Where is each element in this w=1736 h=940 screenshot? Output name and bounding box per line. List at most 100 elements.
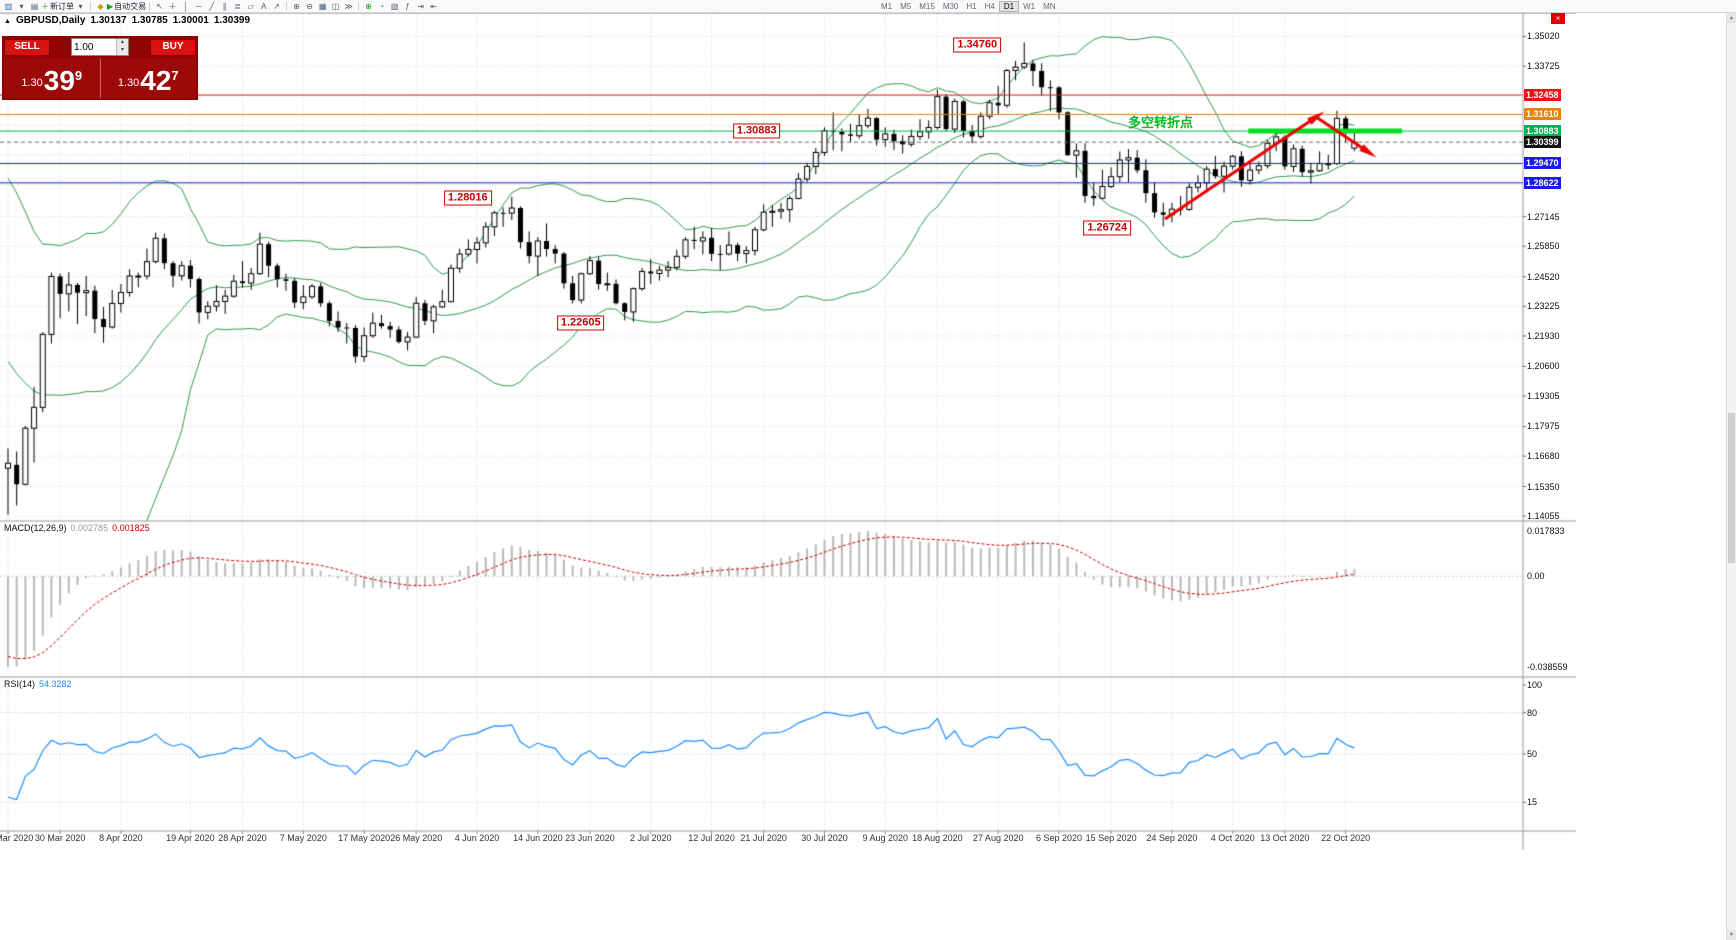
chart-shift-icon[interactable]: ⇤ bbox=[427, 1, 440, 12]
timeframe-group: M1 M5 M15 M30 H1 H4 D1 W1 MN bbox=[877, 1, 1060, 12]
crosshair-icon[interactable]: ＋ bbox=[166, 1, 179, 12]
bid-ask-display: 1.30 39 9 1.30 42 7 bbox=[4, 58, 196, 98]
trendline-icon: ╱ bbox=[209, 1, 215, 11]
ask-pip-digit: 7 bbox=[171, 68, 179, 83]
cursor-icon[interactable]: ↖ bbox=[153, 1, 166, 12]
volume-input[interactable] bbox=[72, 39, 116, 55]
tile-windows-icon[interactable]: ▦ bbox=[316, 1, 329, 12]
new-order-button[interactable]: ＋新订单 bbox=[41, 1, 74, 12]
chart-shift-icon: ⇤ bbox=[430, 1, 437, 11]
cascade-windows-icon[interactable]: ◫ bbox=[329, 1, 342, 12]
arrows-icon: ↗ bbox=[273, 1, 280, 11]
timeframe-button-m30[interactable]: M30 bbox=[942, 2, 959, 11]
cursor-icon: ↖ bbox=[156, 1, 163, 11]
shapes-icon: ▱ bbox=[247, 1, 254, 11]
templates-icon: ▧ bbox=[390, 1, 399, 11]
buy-button[interactable]: BUY bbox=[150, 38, 196, 56]
profiles-icon: ▤ bbox=[30, 1, 39, 11]
horizontal-line-icon: ─ bbox=[195, 1, 202, 11]
arrows-icon[interactable]: ↗ bbox=[270, 1, 283, 12]
trendline-icon[interactable]: ╱ bbox=[205, 1, 218, 12]
ask-small-digits: 1.30 bbox=[117, 77, 140, 89]
sell-button[interactable]: SELL bbox=[4, 38, 50, 56]
toolbar-separator bbox=[286, 1, 288, 11]
bid-pip-digit: 9 bbox=[74, 68, 83, 83]
scrollbar-thumb[interactable] bbox=[1728, 413, 1735, 563]
price-callout[interactable]: 1.26724 bbox=[1083, 220, 1132, 236]
timeframe-button-mn[interactable]: MN bbox=[1043, 2, 1056, 11]
volume-up-button[interactable]: ▴ bbox=[117, 39, 128, 47]
price-callout[interactable]: 1.30883 bbox=[732, 123, 781, 139]
autotrading-button: ▶ bbox=[107, 1, 114, 11]
shapes-icon[interactable]: ▱ bbox=[244, 1, 257, 12]
dropdown-icon[interactable]: ▾ bbox=[74, 1, 87, 12]
timeframe-button-h1[interactable]: H1 bbox=[966, 2, 977, 11]
bid-big-digits: 39 bbox=[43, 65, 75, 96]
cascade-windows-icon: ◫ bbox=[331, 1, 340, 11]
metaeditor-icon[interactable]: ◆ bbox=[94, 1, 107, 12]
refresh-icon: ◔ bbox=[379, 1, 385, 11]
timeframe-button-h4[interactable]: H4 bbox=[984, 2, 995, 11]
auto-scroll-icon[interactable]: ⇥ bbox=[414, 1, 427, 12]
channel-icon: ∥ bbox=[222, 1, 227, 11]
dropdown-icon: ▾ bbox=[78, 1, 83, 11]
timeframe-button-w1[interactable]: W1 bbox=[1023, 2, 1036, 11]
chart-canvas[interactable] bbox=[0, 13, 1736, 850]
autotrading-button[interactable]: ▶ 自动交易 bbox=[107, 1, 146, 12]
step-forward-icon[interactable]: ≫ bbox=[342, 1, 355, 12]
dropdown-icon: ▾ bbox=[19, 1, 24, 11]
trend-annotation[interactable]: 多空转折点 bbox=[1128, 115, 1194, 130]
profiles-icon[interactable]: ▤ bbox=[28, 1, 41, 12]
bid-small-digits: 1.30 bbox=[21, 77, 43, 89]
zoom-out-icon[interactable]: ⊖ bbox=[303, 1, 316, 12]
toolbar: ▥ ▾ ▤ ＋新订单 ▾ ◆ ▶ 自动交易 ↖ ＋ │ ─ ╱ ∥ ≣ ▱ A ↗ ⊕ ⊖ ▦ ◫ ≫ ⊕ ◔ ▧ ƒ ⇥ ⇤ M1 M5 M… bbox=[0, 0, 1736, 13]
vertical-line-icon[interactable]: │ bbox=[179, 1, 192, 12]
crosshair-icon: ＋ bbox=[168, 1, 177, 11]
auto-scroll-icon: ⇥ bbox=[417, 1, 424, 11]
toolbar-separator bbox=[149, 1, 151, 11]
zoom-in-icon[interactable]: ⊕ bbox=[290, 1, 303, 12]
text-icon[interactable]: A bbox=[257, 1, 270, 12]
toolbar-separator bbox=[90, 1, 91, 11]
vertical-scrollbar[interactable]: ▴ ▾ bbox=[1726, 13, 1736, 940]
fibonacci-icon[interactable]: ≣ bbox=[231, 1, 244, 12]
timeframe-button-m15[interactable]: M15 bbox=[919, 2, 935, 11]
indicators-icon[interactable]: ƒ bbox=[401, 1, 414, 12]
volume-spinner: ▴ ▾ bbox=[116, 39, 128, 55]
collapse-icon[interactable]: ▲ bbox=[4, 18, 11, 25]
scroll-down-button[interactable]: ▾ bbox=[1727, 930, 1736, 940]
tile-windows-icon: ▦ bbox=[318, 1, 327, 11]
ask-big-digits: 42 bbox=[140, 65, 172, 96]
add-indicator-icon: ⊕ bbox=[365, 1, 372, 11]
charts-icon: ▥ bbox=[4, 1, 13, 11]
ask-price[interactable]: 1.30 42 7 bbox=[101, 58, 197, 98]
timeframe-button-m5[interactable]: M5 bbox=[900, 2, 912, 11]
volume-down-button[interactable]: ▾ bbox=[117, 47, 128, 55]
price-callout[interactable]: 1.34760 bbox=[953, 37, 1002, 53]
toolbar-separator bbox=[358, 1, 360, 11]
autotrading-button-label: 自动交易 bbox=[114, 1, 147, 11]
close-chart-button[interactable]: × bbox=[1551, 13, 1565, 24]
metaeditor-icon: ◆ bbox=[97, 1, 104, 11]
new-order-button: ＋ bbox=[41, 1, 49, 11]
volume-control: ▴ ▾ bbox=[71, 38, 129, 56]
timeframe-button-m1[interactable]: M1 bbox=[881, 2, 893, 11]
step-forward-icon: ≫ bbox=[344, 1, 353, 11]
scroll-up-button[interactable]: ▴ bbox=[1727, 13, 1736, 23]
fibonacci-icon: ≣ bbox=[234, 1, 241, 11]
text-icon: A bbox=[260, 1, 267, 11]
charts-icon[interactable]: ▥ bbox=[2, 1, 15, 12]
price-callout[interactable]: 1.28016 bbox=[443, 190, 492, 206]
channel-icon[interactable]: ∥ bbox=[218, 1, 231, 12]
refresh-icon[interactable]: ◔ bbox=[375, 1, 388, 12]
timeframe-button-d1[interactable]: D1 bbox=[998, 1, 1020, 12]
price-callout[interactable]: 1.22605 bbox=[556, 315, 605, 331]
templates-icon[interactable]: ▧ bbox=[388, 1, 401, 12]
horizontal-line-icon[interactable]: ─ bbox=[192, 1, 205, 12]
bid-price[interactable]: 1.30 39 9 bbox=[4, 58, 100, 98]
zoom-out-icon: ⊖ bbox=[306, 1, 313, 11]
dropdown-icon[interactable]: ▾ bbox=[15, 1, 28, 12]
new-order-button-label: 新订单 bbox=[50, 1, 74, 11]
add-indicator-icon[interactable]: ⊕ bbox=[362, 1, 375, 12]
